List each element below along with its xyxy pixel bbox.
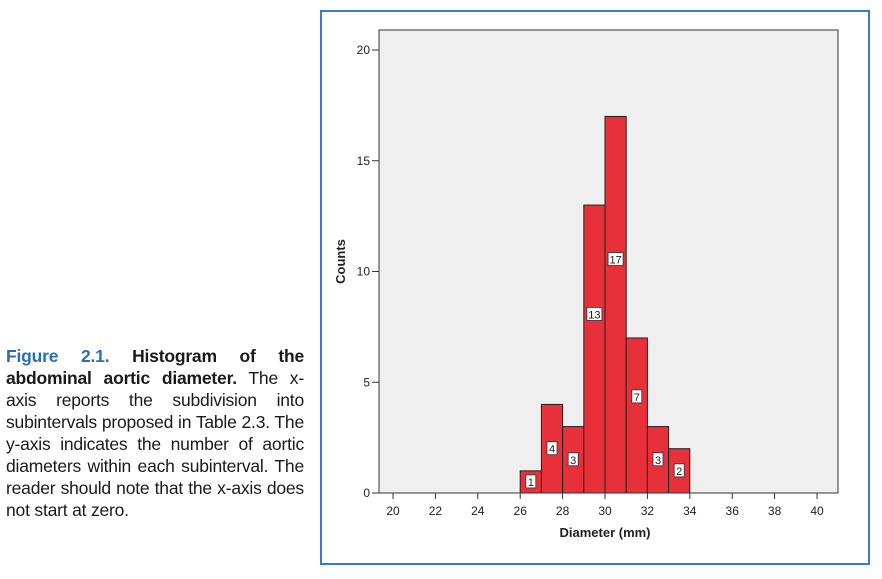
- bar-value-label: 13: [588, 309, 600, 321]
- bar-value-label: 7: [634, 392, 640, 404]
- histogram-bar: [625, 337, 648, 494]
- bar-value-label: 1: [528, 477, 534, 489]
- bar-value-label: 17: [609, 255, 621, 267]
- x-tick-label: 20: [386, 504, 400, 518]
- histogram-bar: [604, 115, 627, 494]
- y-tick-label: 15: [357, 154, 371, 168]
- bar-value-label: 3: [655, 455, 661, 467]
- x-tick-label: 32: [641, 504, 655, 518]
- x-tick-label: 34: [683, 504, 697, 518]
- bar-value-box: [525, 474, 537, 489]
- histogram-bar: [583, 204, 606, 494]
- x-tick-label: 36: [726, 504, 740, 518]
- figure-title: Histogram of the abdominal aortic diamet…: [6, 346, 304, 388]
- bar-value-box: [607, 252, 624, 266]
- x-tick-label: 22: [429, 504, 443, 518]
- bar-value-label: 3: [570, 455, 576, 467]
- figure-description: The x-axis reports the subdivision into …: [6, 368, 304, 520]
- bar-value-box: [546, 441, 558, 456]
- figure-label: Figure 2.1.: [6, 346, 110, 366]
- bar-value-label: 2: [676, 466, 682, 478]
- y-tick-label: 0: [363, 486, 370, 500]
- x-tick-label: 38: [768, 504, 782, 518]
- bar-value-box: [567, 452, 579, 467]
- bar-value-box: [631, 389, 643, 404]
- bar-value-box: [586, 307, 603, 321]
- x-axis-title: Diameter (mm): [559, 525, 650, 540]
- y-tick-label: 5: [363, 375, 370, 389]
- y-tick-label: 20: [357, 43, 371, 57]
- bar-value-label: 4: [549, 444, 555, 456]
- x-tick-label: 28: [556, 504, 570, 518]
- bar-value-box: [673, 463, 685, 478]
- chart-frame: 1 4 3 13 17 7 3 2 0 5 10 15 20 20 22 24 26 28 30 32 34 36 38…: [320, 10, 870, 565]
- x-tick-label: 24: [471, 504, 485, 518]
- x-tick-label: 40: [810, 504, 824, 518]
- bar-value-box: [652, 452, 664, 467]
- y-axis-title: Counts: [333, 239, 348, 284]
- x-tick-label: 30: [598, 504, 612, 518]
- x-tick-label: 26: [514, 504, 528, 518]
- y-tick-label: 10: [357, 265, 371, 279]
- figure-caption: Figure 2.1. Histogram of the abdominal a…: [6, 345, 304, 521]
